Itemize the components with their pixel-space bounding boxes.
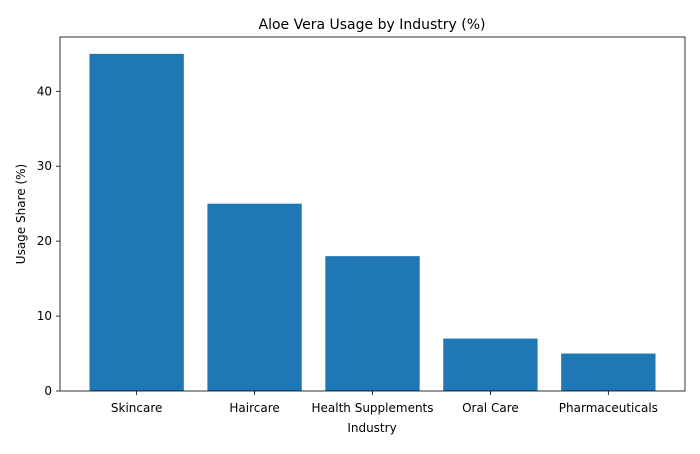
x-tick-label: Skincare xyxy=(111,401,163,415)
bar-pharmaceuticals xyxy=(561,353,656,391)
bar-health-supplements xyxy=(325,256,420,391)
x-tick-label: Oral Care xyxy=(462,401,519,415)
y-tick-label: 0 xyxy=(44,384,52,398)
chart-title: Aloe Vera Usage by Industry (%) xyxy=(259,17,486,33)
x-tick-label: Haircare xyxy=(229,401,279,415)
y-tick-label: 20 xyxy=(37,234,52,248)
y-axis-label: Usage Share (%) xyxy=(14,164,28,264)
y-tick-label: 10 xyxy=(37,309,52,323)
x-tick-label: Health Supplements xyxy=(311,401,433,415)
y-tick-label: 30 xyxy=(37,159,52,173)
x-tick-label: Pharmaceuticals xyxy=(559,401,658,415)
bar-haircare xyxy=(207,203,302,391)
bar-skincare xyxy=(89,53,184,391)
bar-oral-care xyxy=(443,338,538,391)
y-tick-label: 40 xyxy=(37,84,52,98)
x-axis-label: Industry xyxy=(347,421,396,435)
